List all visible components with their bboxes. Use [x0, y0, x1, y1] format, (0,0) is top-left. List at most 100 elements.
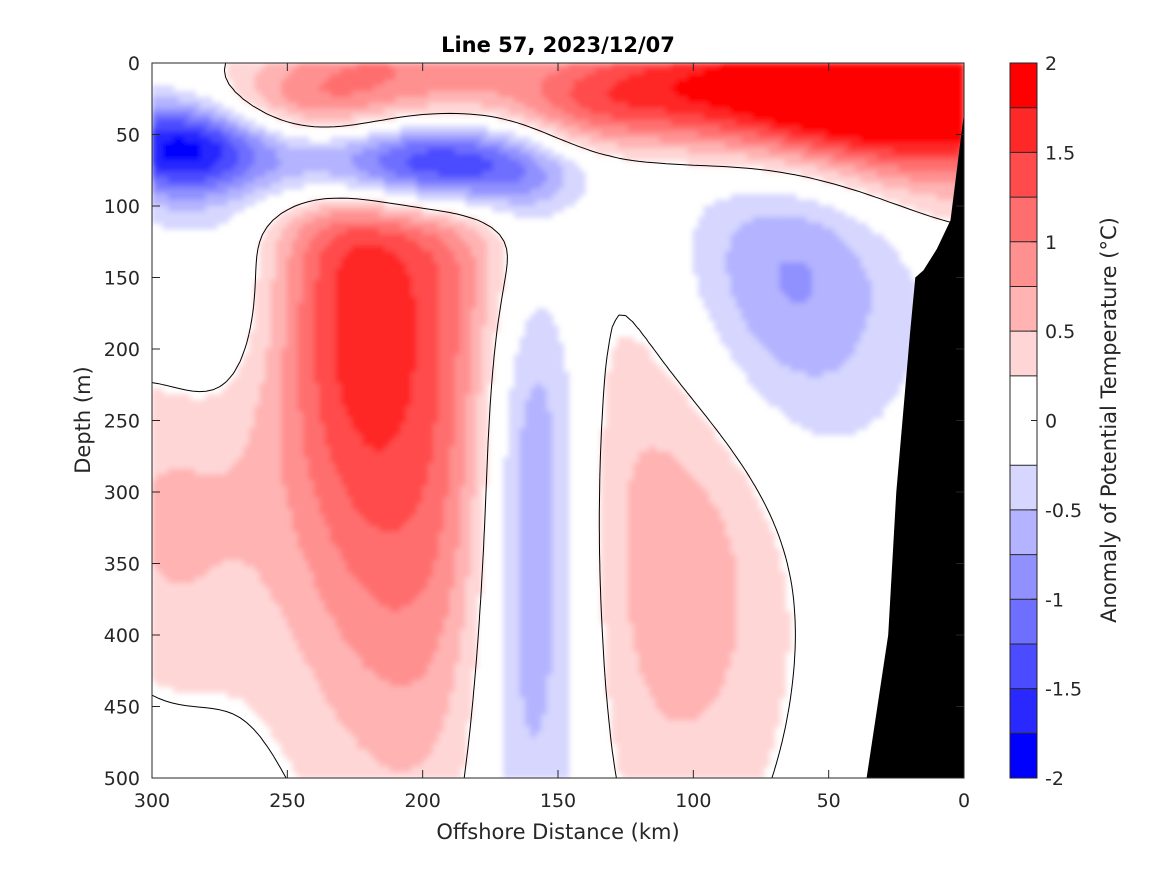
contour-cell	[330, 508, 337, 516]
contour-cell	[368, 96, 375, 104]
contour-cell	[254, 485, 261, 493]
contour-cell	[286, 748, 294, 756]
contour-cell	[330, 165, 337, 173]
contour-cell	[194, 623, 202, 630]
contour-cell	[395, 342, 402, 350]
contour-cell	[292, 674, 299, 682]
contour-cell	[308, 760, 315, 768]
contour-cell	[189, 554, 196, 562]
contour-cell	[243, 697, 250, 705]
contour-cell	[167, 96, 175, 104]
contour-cell	[276, 176, 283, 184]
contour-cell	[281, 308, 288, 316]
contour-cell	[373, 560, 380, 567]
contour-cell	[292, 285, 299, 293]
contour-cell	[243, 617, 250, 625]
contour-cell	[265, 680, 272, 687]
contour-cell	[270, 365, 278, 373]
contour-cell	[152, 422, 158, 430]
contour-cell	[238, 394, 245, 401]
contour-cell	[189, 668, 196, 676]
contour-cell	[286, 657, 294, 665]
contour-cell	[362, 565, 370, 573]
contour-cell	[303, 451, 310, 459]
contour-cell	[167, 560, 175, 567]
contour-cell	[346, 399, 353, 407]
contour-cell	[259, 422, 267, 430]
contour-cell	[227, 565, 234, 573]
contour-cell	[400, 594, 407, 602]
contour-cell	[330, 754, 337, 762]
contour-cell	[297, 623, 305, 630]
contour-cell	[156, 480, 164, 487]
contour-cell	[384, 508, 391, 516]
contour-cell	[243, 148, 250, 156]
contour-cell	[308, 377, 315, 384]
contour-cell	[292, 691, 299, 699]
contour-cell	[313, 314, 321, 321]
contour-cell	[211, 399, 218, 407]
contour-cell	[297, 651, 305, 659]
contour-cell	[395, 165, 402, 173]
contour-cell	[248, 165, 256, 173]
contour-cell	[389, 342, 397, 350]
contour-cell	[373, 771, 380, 778]
contour-cell	[400, 525, 407, 533]
contour-cell	[216, 428, 223, 436]
contour-cell	[368, 771, 375, 778]
contour-cell	[167, 508, 175, 516]
contour-cell	[319, 371, 326, 379]
contour-cell	[319, 560, 326, 567]
contour-cell	[330, 502, 337, 510]
contour-cell	[183, 222, 191, 230]
contour-cell	[216, 451, 223, 459]
contour-cell	[183, 502, 191, 510]
contour-cell	[319, 497, 326, 504]
contour-cell	[297, 537, 305, 544]
contour-cell	[303, 434, 310, 442]
contour-cell	[335, 359, 342, 367]
contour-cells	[152, 63, 964, 778]
contour-cell	[248, 468, 256, 476]
contour-cell	[248, 405, 256, 413]
contour-cell	[205, 422, 213, 430]
contour-cell	[259, 279, 267, 287]
contour-cell	[384, 480, 391, 487]
contour-cell	[351, 382, 359, 390]
contour-cell	[205, 182, 213, 190]
contour-cell	[330, 497, 337, 504]
contour-cell	[156, 645, 164, 653]
contour-cell	[286, 422, 294, 430]
contour-cell	[335, 377, 342, 384]
contour-cell	[335, 399, 342, 407]
contour-cell	[319, 256, 326, 264]
contour-cell	[319, 359, 326, 367]
contour-cell	[152, 428, 158, 436]
contour-cell	[368, 548, 375, 556]
contour-cell	[395, 554, 402, 562]
contour-cell	[389, 216, 397, 224]
contour-cell	[221, 216, 229, 224]
contour-cell	[292, 748, 299, 756]
contour-cell	[389, 508, 397, 516]
contour-cell	[335, 531, 342, 539]
contour-cell	[368, 279, 375, 287]
contour-cell	[167, 542, 175, 550]
contour-cell	[308, 623, 315, 630]
contour-cell	[238, 171, 245, 178]
contour-cell	[335, 594, 342, 602]
contour-cell	[270, 91, 278, 98]
contour-cell	[346, 640, 353, 647]
contour-cell	[216, 594, 223, 602]
contour-cell	[216, 422, 223, 430]
contour-cell	[265, 411, 272, 419]
contour-cell	[319, 399, 326, 407]
contour-cell	[221, 548, 229, 556]
contour-cell	[200, 634, 207, 642]
contour-cell	[395, 743, 402, 750]
contour-cell	[400, 771, 407, 778]
contour-cell	[340, 256, 348, 264]
contour-cell	[324, 571, 332, 579]
contour-cell	[276, 737, 283, 745]
contour-cell	[319, 422, 326, 430]
